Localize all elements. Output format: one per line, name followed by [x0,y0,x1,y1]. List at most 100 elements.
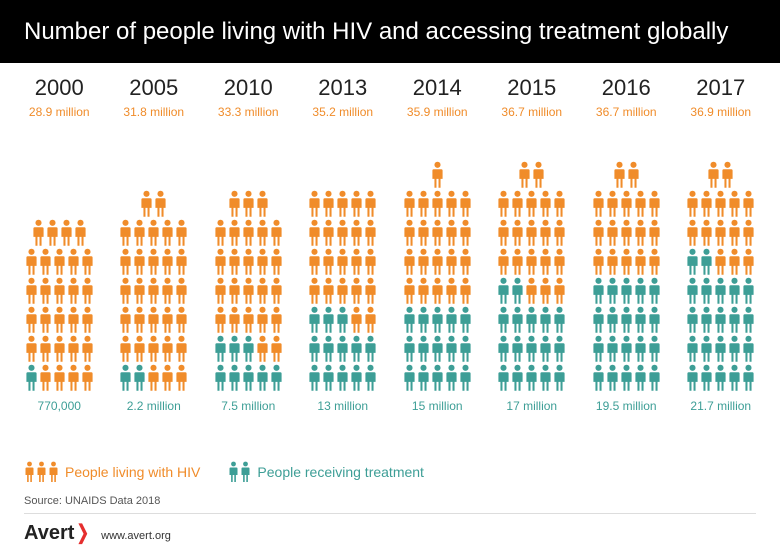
legend-living-icons [24,461,59,483]
legend-treatment: People receiving treatment [228,461,424,483]
year-column: 2015 36.7 million [487,75,578,451]
pictogram-row [707,161,734,189]
treatment-value: 17 million [506,399,557,413]
pictogram-row [431,161,444,189]
pictogram-row [25,277,94,305]
year-label: 2010 [224,75,273,101]
year-column: 2016 36.7 million [581,75,672,451]
chart-area: 200028.9 million [0,63,780,451]
pictogram-row [686,277,755,305]
pictogram-row [308,306,377,334]
source-text: Source: UNAIDS Data 2018 [24,495,756,507]
pictogram-row [140,190,167,218]
pictogram-row [119,306,188,334]
pictogram-row [497,364,566,392]
pictogram-row [308,364,377,392]
pictogram-row [308,190,377,218]
year-label: 2000 [35,75,84,101]
year-label: 2014 [413,75,462,101]
pictogram-row [403,306,472,334]
pictogram-row [613,161,640,189]
year-column: 200028.9 million [14,75,105,451]
pictogram-row [497,306,566,334]
pictogram-row [308,335,377,363]
pictogram-row [403,190,472,218]
legend-treatment-icons [228,461,251,483]
pictogram-stack [308,123,377,393]
page-title: Number of people living with HIV and acc… [24,18,756,47]
pictogram-row [686,219,755,247]
pictogram-stack [497,123,566,393]
year-label: 2013 [318,75,367,101]
year-column: 201033.3 million [203,75,294,451]
pictogram-stack [592,123,661,393]
brand-paren-icon: ❭ [74,522,91,544]
treatment-value: 21.7 million [690,399,751,413]
living-value: 31.8 million [123,105,184,119]
year-column: 2014 35.9 million [392,75,483,451]
pictogram-row [214,219,283,247]
pictogram-row [214,306,283,334]
living-value: 35.2 million [312,105,373,119]
legend-treatment-label: People receiving treatment [257,464,424,480]
pictogram-row [25,364,94,392]
year-column: 2005 31.8 million [109,75,200,451]
treatment-value: 7.5 million [221,399,275,413]
living-value: 35.9 million [407,105,468,119]
pictogram-row [592,248,661,276]
pictogram-row [308,248,377,276]
pictogram-row [497,277,566,305]
pictogram-stack [119,123,188,393]
brand-row: Avert❭ www.avert.org [24,513,756,545]
year-column: 2013 35.2 million [298,75,389,451]
legend: People living with HIV People receiving … [0,451,780,489]
year-column: 201736.9 million [676,75,767,451]
pictogram-row [403,335,472,363]
legend-living: People living with HIV [24,461,200,483]
year-label: 2016 [602,75,651,101]
pictogram-row [497,219,566,247]
pictogram-row [214,248,283,276]
pictogram-row [592,219,661,247]
pictogram-row [686,306,755,334]
pictogram-row [25,335,94,363]
treatment-value: 19.5 million [596,399,657,413]
pictogram-row [403,277,472,305]
pictogram-row [592,335,661,363]
pictogram-row [686,335,755,363]
year-label: 2005 [129,75,178,101]
pictogram-row [403,248,472,276]
pictogram-row [119,277,188,305]
pictogram-row [119,219,188,247]
living-value: 36.7 million [501,105,562,119]
pictogram-row [214,277,283,305]
pictogram-row [403,219,472,247]
treatment-value: 770,000 [38,399,81,413]
pictogram-row [686,190,755,218]
pictogram-stack [686,123,755,393]
pictogram-row [228,190,269,218]
pictogram-row [119,248,188,276]
pictogram-row [32,219,87,247]
pictogram-row [592,364,661,392]
pictogram-stack [403,123,472,393]
pictogram-stack [214,123,283,393]
pictogram-stack [25,123,94,393]
year-label: 2017 [696,75,745,101]
pictogram-row [497,335,566,363]
treatment-value: 13 million [317,399,368,413]
pictogram-row [686,248,755,276]
pictogram-row [214,364,283,392]
brand-url: www.avert.org [101,530,171,542]
pictogram-row [308,277,377,305]
pictogram-row [686,364,755,392]
living-value: 36.7 million [596,105,657,119]
pictogram-row [119,335,188,363]
pictogram-row [403,364,472,392]
pictogram-row [592,306,661,334]
pictogram-row [308,219,377,247]
year-label: 2015 [507,75,556,101]
pictogram-row [497,248,566,276]
pictogram-row [25,248,94,276]
treatment-value: 2.2 million [127,399,181,413]
